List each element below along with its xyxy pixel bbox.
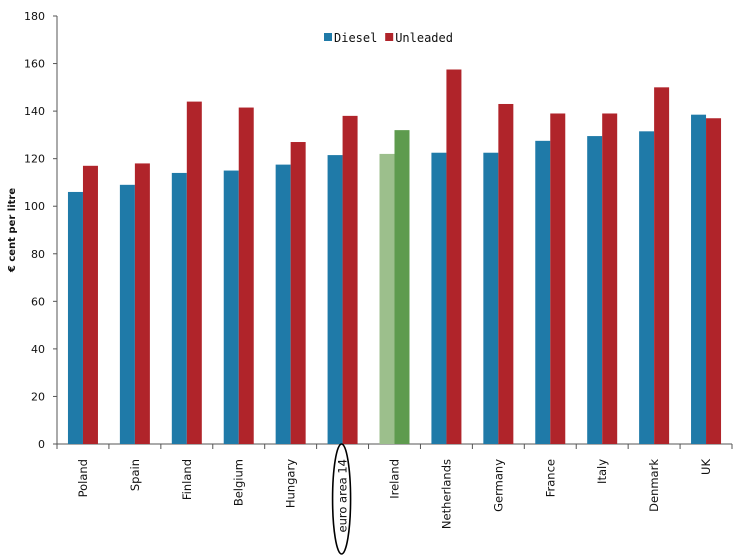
y-tick-label: 120 bbox=[24, 153, 45, 166]
bars bbox=[67, 69, 722, 445]
x-category-label: Finland bbox=[180, 459, 194, 500]
legend-swatch-unleaded bbox=[385, 33, 394, 41]
y-tick-label: 160 bbox=[24, 58, 45, 71]
y-tick-label: 60 bbox=[31, 295, 45, 308]
x-category-label: Hungary bbox=[284, 459, 298, 508]
bar-diesel-netherlands bbox=[431, 152, 447, 444]
x-category-label: Netherlands bbox=[439, 459, 453, 529]
bar-unleaded-netherlands bbox=[446, 69, 462, 444]
y-tick-label: 140 bbox=[24, 105, 45, 118]
y-tick-label: 180 bbox=[24, 10, 45, 23]
x-category-label: UK bbox=[699, 459, 713, 475]
axes: 0 20 40 60 80 100 120 140 160 180 bbox=[24, 10, 733, 451]
bar-diesel-france bbox=[535, 140, 551, 445]
y-tick-label: 80 bbox=[31, 248, 45, 261]
bar-diesel-belgium bbox=[223, 170, 239, 445]
bar-unleaded-italy bbox=[602, 113, 618, 444]
bar-unleaded-germany bbox=[498, 103, 514, 444]
bar-unleaded-euro-area-14 bbox=[342, 115, 358, 444]
bar-diesel-finland bbox=[171, 172, 187, 444]
x-category-label: Belgium bbox=[232, 459, 246, 506]
x-category-label: Poland bbox=[76, 459, 90, 497]
y-tick-label: 0 bbox=[38, 438, 45, 451]
bar-unleaded-ireland bbox=[394, 130, 410, 444]
bar-unleaded-poland bbox=[82, 165, 98, 445]
bar-unleaded-uk bbox=[706, 118, 722, 444]
legend: Diesel Unleaded bbox=[324, 31, 453, 45]
x-category-label: Italy bbox=[595, 459, 609, 484]
legend-label-unleaded: Unleaded bbox=[395, 31, 453, 45]
legend-label-diesel: Diesel bbox=[334, 31, 377, 45]
category-labels: Poland Spain Finland Belgium Hungary euro are… bbox=[76, 443, 713, 555]
bar-diesel-uk bbox=[691, 114, 707, 444]
bar-diesel-germany bbox=[483, 152, 499, 444]
bar-unleaded-belgium bbox=[238, 107, 254, 445]
y-tick-label: 40 bbox=[31, 343, 45, 356]
bar-diesel-spain bbox=[119, 184, 135, 445]
legend-swatch-diesel bbox=[324, 33, 332, 41]
y-axis-label: € cent per litre bbox=[7, 188, 18, 273]
x-category-label: Germany bbox=[491, 459, 505, 512]
bar-diesel-ireland bbox=[379, 153, 395, 444]
y-axis-label-group: € cent per litre bbox=[7, 188, 18, 273]
x-category-label: Spain bbox=[128, 459, 142, 491]
y-tick-label: 20 bbox=[31, 390, 45, 403]
x-category-label: Ireland bbox=[388, 459, 402, 499]
bar-unleaded-finland bbox=[186, 101, 202, 444]
y-tick-label: 100 bbox=[24, 200, 45, 213]
x-category-label: Denmark bbox=[647, 459, 661, 512]
bar-unleaded-denmark bbox=[654, 87, 670, 444]
bar-diesel-denmark bbox=[639, 131, 655, 445]
bar-unleaded-hungary bbox=[290, 142, 306, 444]
x-category-label: France bbox=[543, 459, 557, 497]
highlight-ellipse bbox=[331, 443, 352, 555]
bar-diesel-euro-area-14 bbox=[327, 155, 343, 444]
bar-unleaded-spain bbox=[134, 163, 150, 444]
bar-diesel-poland bbox=[67, 191, 83, 444]
bar-unleaded-france bbox=[550, 113, 566, 444]
bar-diesel-hungary bbox=[275, 164, 291, 444]
x-category-label: euro area 14 bbox=[336, 459, 350, 532]
bar-diesel-italy bbox=[587, 136, 603, 445]
